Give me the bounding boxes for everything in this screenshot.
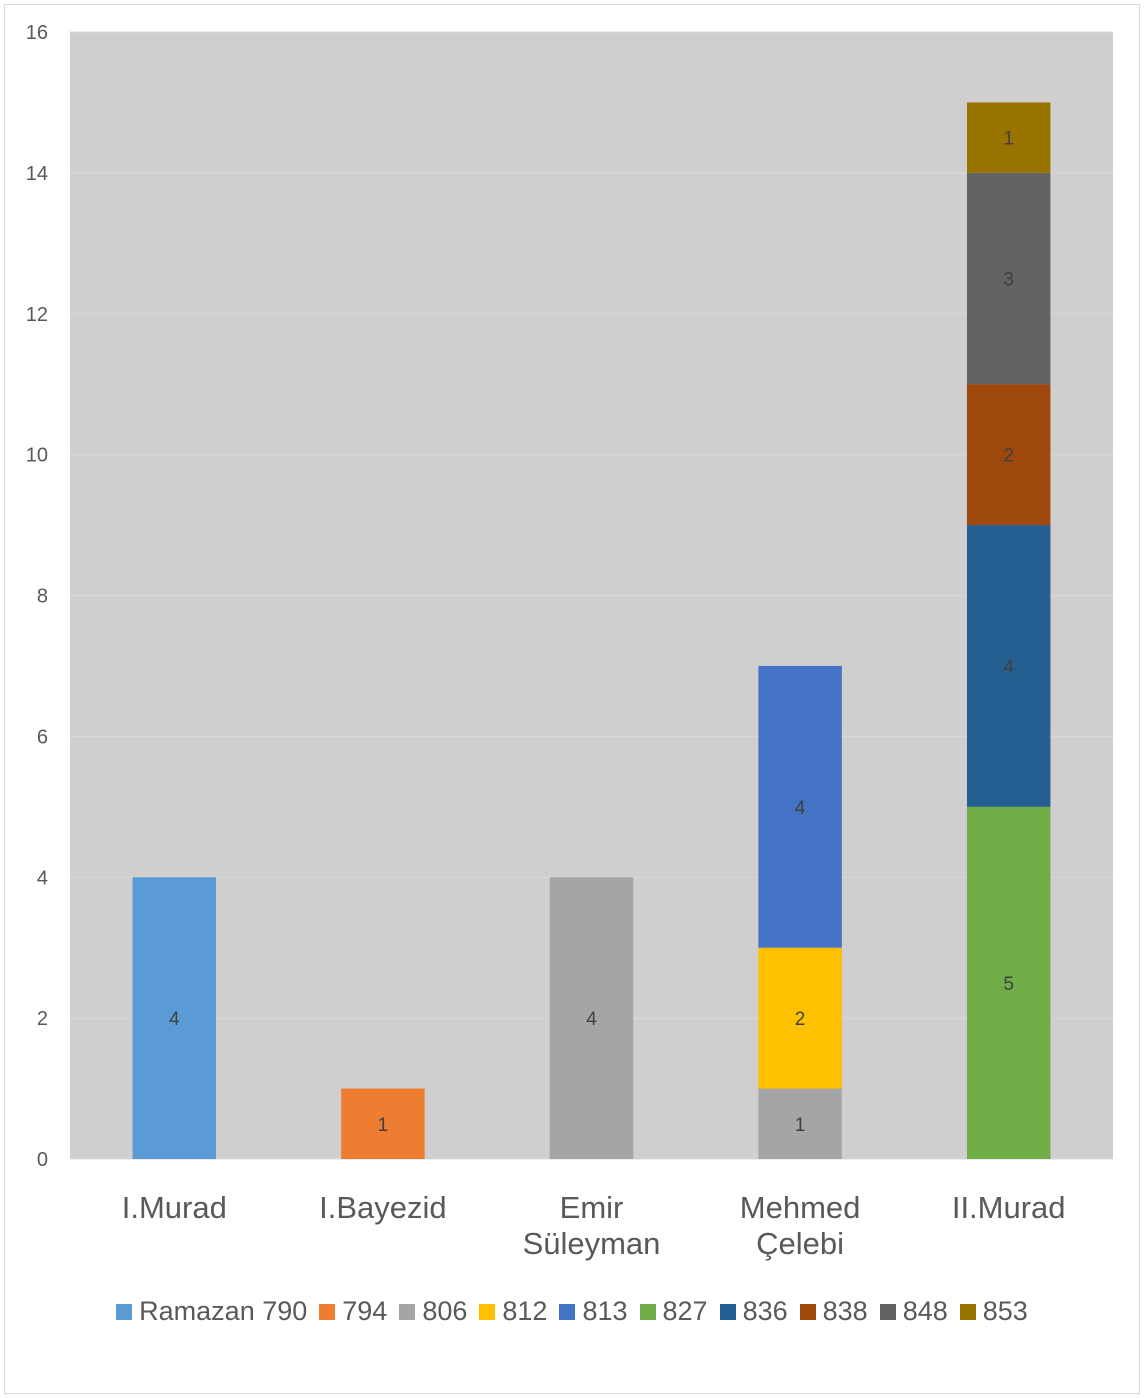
legend-item: 838 (799, 1296, 868, 1327)
y-tick-label: 2 (37, 1008, 48, 1030)
legend-item: 836 (719, 1296, 788, 1327)
y-tick-label: 4 (37, 867, 48, 889)
bar-segment (758, 1088, 842, 1159)
y-axis: 0 2 4 6 8 10 12 14 16 (26, 22, 48, 1171)
legend-swatch (799, 1303, 816, 1320)
y-tick-label: 8 (37, 586, 48, 608)
legend-label: 836 (742, 1296, 788, 1326)
bar-segment (549, 877, 634, 1159)
legend-swatch (959, 1303, 976, 1320)
legend-item: 806 (399, 1296, 467, 1327)
data-label: 4 (795, 798, 806, 819)
bar-segment (966, 525, 1051, 807)
legend-label: Ramazan 790 (139, 1296, 308, 1326)
data-label: 5 (1003, 974, 1014, 995)
x-tick-label: I.Murad (122, 1190, 227, 1225)
bar-segment (132, 877, 217, 1159)
data-label: 4 (169, 1009, 180, 1030)
y-tick-label: 12 (26, 304, 48, 326)
bar-segment (758, 665, 842, 948)
legend: Ramazan 790 794 806 812 813 827 836 838 848 853 (0, 1296, 1144, 1327)
legend-swatch (879, 1303, 896, 1320)
x-tick-label: Emir Süleyman (523, 1190, 661, 1261)
legend-item: 813 (559, 1296, 628, 1327)
x-tick-label: Mehmed Çelebi (740, 1190, 861, 1261)
legend-swatch (479, 1303, 496, 1320)
legend-item: 848 (879, 1296, 948, 1327)
legend-label: 838 (822, 1296, 868, 1326)
bar-segment (966, 102, 1051, 173)
legend-item: 812 (479, 1296, 547, 1327)
legend-label: 813 (582, 1296, 628, 1326)
legend-item: 827 (639, 1296, 708, 1327)
data-label: 1 (795, 1115, 806, 1136)
legend-label: 794 (342, 1296, 388, 1326)
legend-swatch (319, 1303, 336, 1320)
bar-segment (966, 172, 1051, 385)
legend-label: 827 (662, 1296, 708, 1326)
bars (132, 102, 1051, 1159)
bar-segment (341, 1088, 425, 1159)
legend-label: 848 (902, 1296, 948, 1326)
legend-item: 853 (959, 1296, 1028, 1327)
y-tick-label: 16 (26, 22, 48, 44)
data-label: 1 (1003, 129, 1014, 150)
legend-swatch (559, 1303, 576, 1320)
y-tick-label: 0 (37, 1149, 48, 1171)
legend-swatch (116, 1303, 133, 1320)
data-label: 1 (378, 1115, 389, 1136)
legend-label: 853 (982, 1296, 1028, 1326)
y-tick-label: 14 (26, 163, 48, 185)
data-label: 4 (1003, 657, 1014, 678)
data-label: 3 (1003, 270, 1014, 291)
legend-label: 812 (502, 1296, 548, 1326)
x-axis: I.Murad I.Bayezid Emir Süleyman Mehmed Çelebi… (122, 1190, 1066, 1261)
bar-segment (966, 806, 1051, 1159)
data-label: 4 (586, 1009, 597, 1030)
bar-segment (758, 947, 842, 1089)
x-tick-label: I.Bayezid (319, 1190, 447, 1225)
legend-swatch (639, 1303, 656, 1320)
data-labels: 4 1 4 1 2 4 5 4 2 3 1 (169, 129, 1014, 1136)
legend-item: Ramazan 790 (116, 1296, 307, 1327)
legend-label: 806 (422, 1296, 468, 1326)
legend-item: 794 (319, 1296, 387, 1327)
data-label: 2 (795, 1009, 806, 1030)
x-tick-label: II.Murad (952, 1190, 1066, 1225)
legend-swatch (399, 1303, 416, 1320)
y-tick-label: 10 (26, 445, 48, 467)
data-label: 2 (1003, 446, 1014, 467)
legend-swatch (719, 1303, 736, 1320)
y-tick-label: 6 (37, 726, 48, 748)
bar-segment (966, 384, 1051, 526)
